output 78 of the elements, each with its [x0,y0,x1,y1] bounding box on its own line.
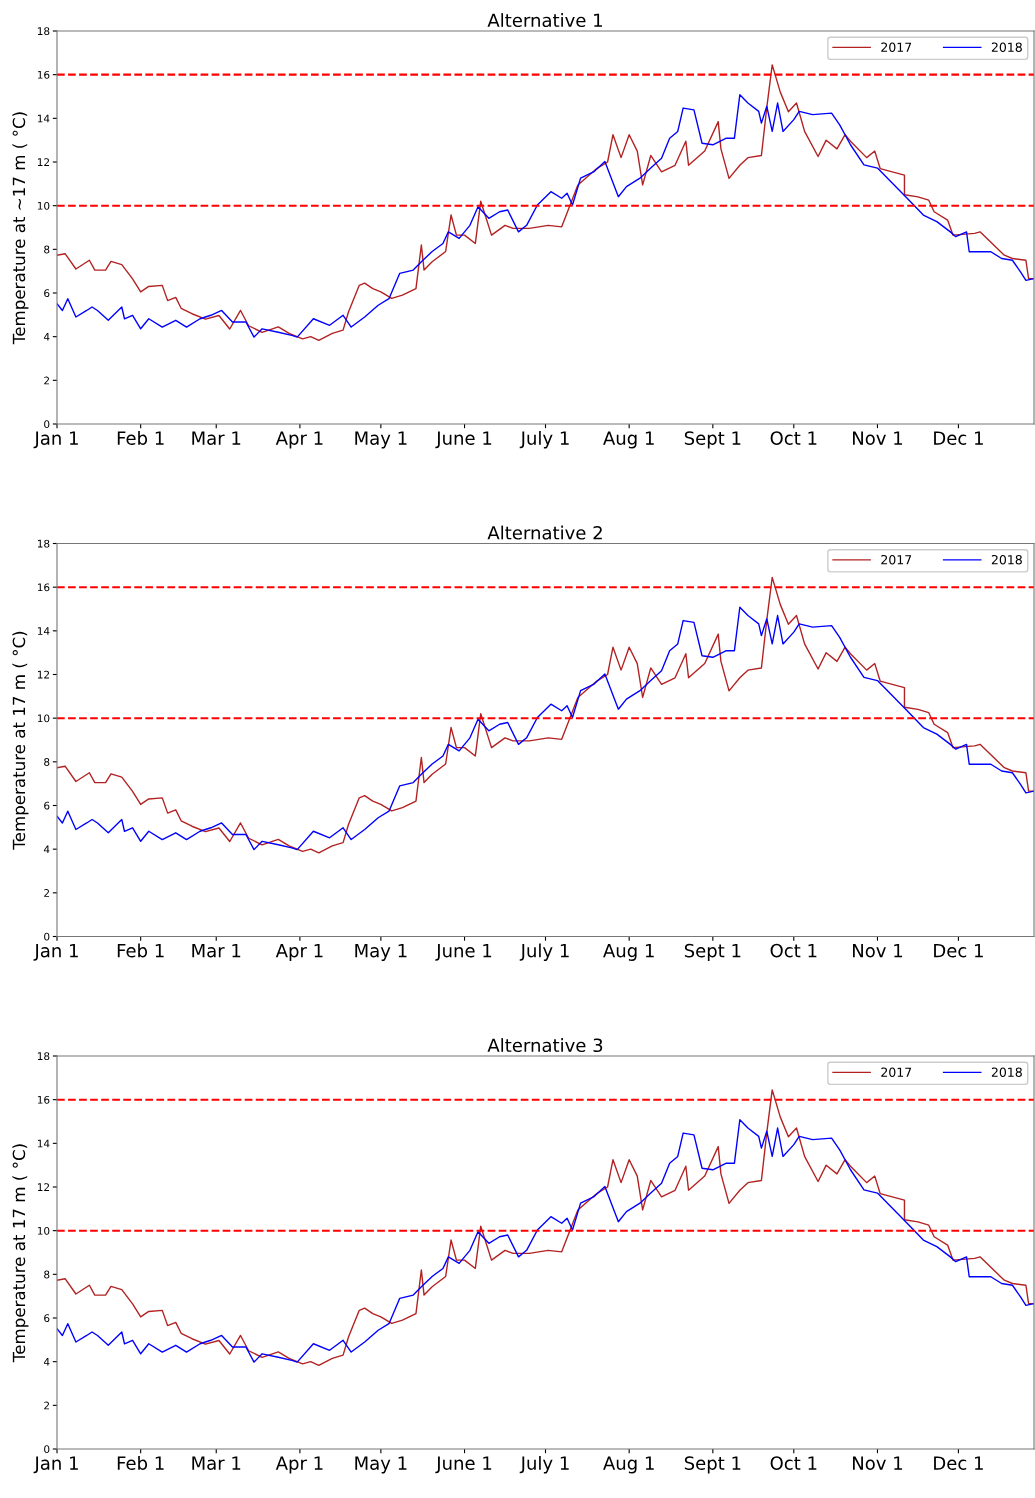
legend-label: 2017 [881,42,912,52]
legend-label: 2018 [991,554,1022,565]
x-tick-label: Mar 1 [192,944,241,958]
legend-label: 2017 [881,1067,912,1077]
y-tick-label: 4 [43,845,50,854]
y-tick-label: 14 [37,627,50,635]
y-tick-label: 2 [44,889,50,897]
x-tick-label: Feb 1 [117,1455,164,1470]
x-tick-label: Aug 1 [603,431,654,449]
y-tick-label: 8 [44,758,50,766]
y-tick-label: 6 [44,1314,50,1323]
y-tick-label: 12 [37,158,50,166]
x-tick-label: Mar 1 [192,1456,241,1470]
y-tick-label: 8 [44,245,50,254]
y-axis-title: Temperature at 17 m ( °C) [12,1144,29,1363]
x-tick-label: July 1 [519,430,569,449]
x-tick-label: Nov 1 [853,944,903,958]
y-tick-label: 18 [37,27,50,36]
y-tick-label: 4 [43,1358,50,1366]
x-tick-label: June 1 [435,944,492,961]
y-axis-title: Temperature at ~17 m ( °C) [12,112,29,345]
legend-label: 2018 [991,1067,1022,1077]
y-tick-label: 12 [37,670,50,679]
y-tick-label: 16 [37,1095,50,1104]
x-tick-label: Sept 1 [684,943,741,961]
y-tick-label: 6 [44,801,50,810]
x-tick-label: Feb 1 [117,430,164,445]
x-tick-label: Apr 1 [275,431,323,449]
x-tick-label: Nov 1 [853,1456,903,1470]
x-tick-label: Aug 1 [603,944,654,961]
y-tick-label: 4 [43,333,50,341]
x-tick-label: Feb 1 [117,943,164,958]
y-tick-label: 2 [44,1401,50,1410]
x-tick-label: Dec 1 [934,431,983,445]
y-tick-label: 14 [37,114,50,123]
y-tick-label: 12 [37,1183,50,1191]
y-tick-label: 16 [37,70,50,79]
x-tick-label: Jan 1 [33,1456,78,1474]
x-tick-label: Apr 1 [275,944,323,961]
x-tick-label: Mar 1 [192,431,241,445]
y-tick-label: 0 [44,932,50,941]
y-tick-label: 0 [44,420,50,429]
y-tick-label: 16 [37,583,50,592]
x-tick-label: May 1 [355,431,407,449]
x-tick-label: June 1 [435,1456,492,1474]
x-tick-label: Oct 1 [770,431,817,445]
legend-label: 2018 [991,42,1022,52]
y-tick-label: 10 [37,201,50,210]
y-tick-label: 18 [37,1052,50,1061]
x-tick-label: Nov 1 [853,431,903,445]
y-tick-label: 6 [44,289,50,298]
y-tick-label: 8 [44,1270,50,1279]
x-tick-label: Oct 1 [770,1456,817,1470]
chart-title: Alternative 1 [487,13,602,28]
x-tick-label: July 1 [519,1455,569,1474]
x-tick-label: Sept 1 [684,431,741,449]
y-tick-label: 10 [37,714,50,723]
x-tick-label: June 1 [435,431,492,449]
x-tick-label: May 1 [355,944,407,961]
chart-title: Alternative 3 [487,1038,603,1053]
y-axis-title: Temperature at 17 m ( °C) [12,631,29,850]
x-tick-label: Apr 1 [275,1456,323,1474]
x-tick-label: Jan 1 [33,944,78,961]
x-tick-label: May 1 [355,1456,407,1474]
y-tick-label: 0 [44,1445,50,1454]
y-tick-label: 14 [37,1139,50,1148]
legend-label: 2017 [881,554,912,565]
y-tick-label: 2 [44,376,50,385]
y-tick-label: 10 [37,1226,50,1235]
x-tick-label: Oct 1 [770,943,817,958]
chart-title: Alternative 2 [487,525,602,540]
x-tick-label: Dec 1 [934,944,983,958]
x-tick-label: July 1 [519,943,569,961]
x-tick-label: Aug 1 [603,1456,654,1474]
x-tick-label: Dec 1 [934,1456,983,1470]
x-tick-label: Sept 1 [684,1456,741,1474]
y-tick-label: 18 [37,539,50,548]
x-tick-label: Jan 1 [33,431,78,449]
